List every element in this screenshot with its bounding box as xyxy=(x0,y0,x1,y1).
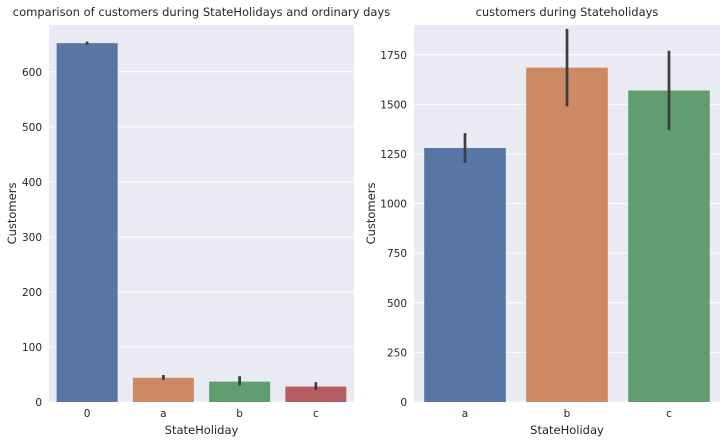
right-x-ticks: a b c xyxy=(462,408,672,420)
right-x-axis-label: StateHoliday xyxy=(530,423,604,437)
left-y-ticks: 0 100 200 300 400 500 600 xyxy=(22,67,42,409)
left-y-tick-label: 600 xyxy=(22,67,42,79)
right-y-tick-label: 250 xyxy=(387,347,407,359)
right-y-ticks: 0 250 500 750 1000 1250 1500 1750 xyxy=(380,50,407,409)
left-bar-b xyxy=(209,381,271,402)
right-x-tick-label: b xyxy=(564,408,571,420)
left-chart: 0 100 200 300 400 500 600 0 a b c comparison of c… xyxy=(5,5,390,437)
left-error-bars xyxy=(85,41,318,390)
right-y-tick-label: 1000 xyxy=(380,199,407,211)
left-y-tick-label: 100 xyxy=(22,342,42,354)
right-y-tick-label: 1750 xyxy=(380,50,407,62)
right-bar-a xyxy=(424,148,506,402)
left-x-axis-label: StateHoliday xyxy=(165,423,239,437)
right-y-tick-label: 1250 xyxy=(380,149,407,161)
left-y-tick-label: 300 xyxy=(22,232,42,244)
left-chart-title: comparison of customers during StateHoli… xyxy=(13,5,390,19)
right-error-bars xyxy=(463,28,671,163)
right-bars xyxy=(424,67,710,403)
left-y-tick-label: 0 xyxy=(35,397,42,409)
right-x-tick-label: c xyxy=(666,408,672,420)
left-bar-a xyxy=(132,377,194,402)
left-x-tick-label: c xyxy=(313,408,319,420)
left-x-tick-label: 0 xyxy=(84,408,91,420)
left-x-tick-label: b xyxy=(236,408,243,420)
right-y-tick-label: 750 xyxy=(387,248,407,260)
right-y-tick-label: 500 xyxy=(387,298,407,310)
right-y-axis-label: Customers xyxy=(364,183,378,245)
right-y-tick-label: 0 xyxy=(400,397,407,409)
right-chart: 0 250 500 750 1000 1250 1500 1750 a b c customers… xyxy=(364,5,720,437)
left-bar-c xyxy=(285,386,347,402)
right-y-tick-label: 1500 xyxy=(380,99,407,111)
right-x-tick-label: a xyxy=(462,408,468,420)
left-y-tick-label: 200 xyxy=(22,287,42,299)
left-y-tick-label: 500 xyxy=(22,122,42,134)
right-chart-title: customers during Stateholidays xyxy=(476,5,659,19)
right-bar-c xyxy=(628,90,710,403)
left-x-ticks: 0 a b c xyxy=(84,408,319,420)
left-bars xyxy=(56,43,347,402)
left-bar-0 xyxy=(56,43,118,402)
right-bar-b xyxy=(526,67,608,403)
left-y-axis-label: Customers xyxy=(5,183,19,245)
left-y-tick-label: 400 xyxy=(22,177,42,189)
left-x-tick-label: a xyxy=(160,408,166,420)
